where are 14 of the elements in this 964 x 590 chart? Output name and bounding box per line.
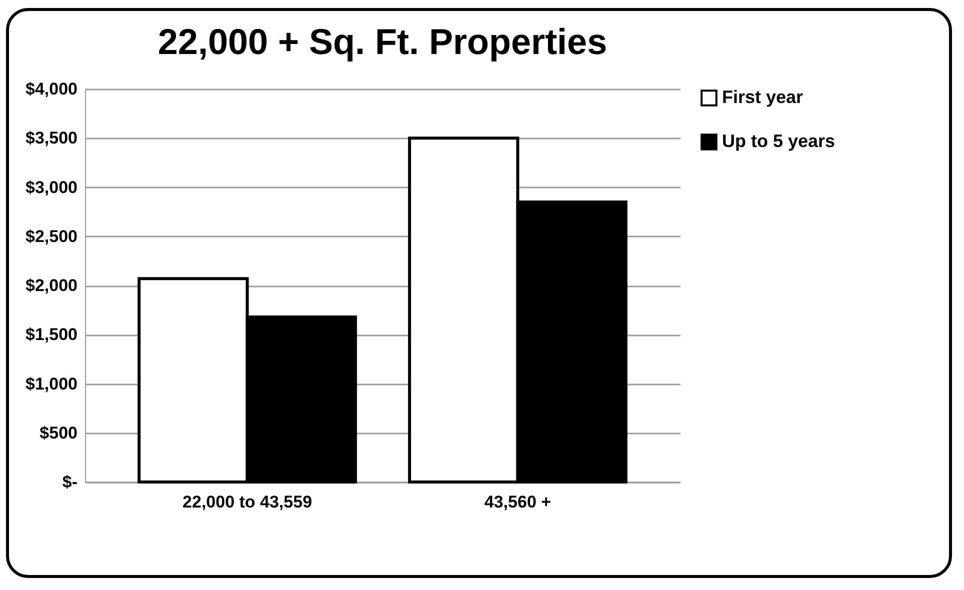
y-tick-label: $1,500 — [26, 325, 78, 344]
y-tick-label: $2,500 — [26, 226, 78, 246]
y-tick-label: $500 — [40, 423, 78, 442]
y-tick-label: $4,000 — [26, 80, 78, 98]
chart-title: 22,000 + Sq. Ft. Properties — [158, 21, 608, 62]
y-tick-label: $2,000 — [26, 276, 78, 295]
x-tick-label: 22,000 to 43,559 — [182, 492, 312, 512]
legend-label: First year — [722, 87, 804, 107]
y-tick-label: $1,000 — [26, 374, 78, 394]
legend-label: Up to 5 years — [722, 131, 836, 151]
y-tick-label: $3,500 — [26, 128, 78, 148]
y-tick-label: $3,000 — [26, 178, 78, 197]
y-tick-label: $- — [62, 472, 78, 492]
x-tick-label: 43,560 + — [484, 492, 552, 512]
